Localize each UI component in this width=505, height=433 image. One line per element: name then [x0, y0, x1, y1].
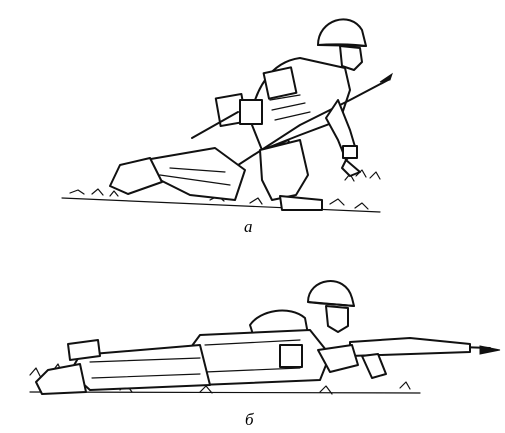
panel-label-b: б: [245, 410, 254, 429]
leg-front-top: [259, 139, 309, 201]
panel-label-a: а: [244, 217, 253, 236]
